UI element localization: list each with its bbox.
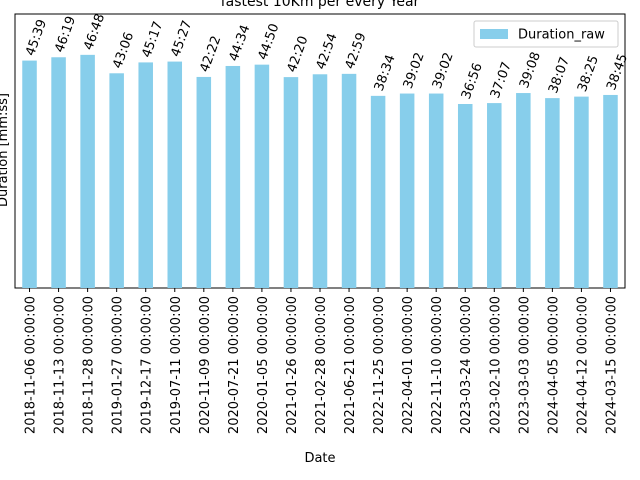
bar-value-label: 39:08 — [517, 50, 544, 90]
bar-value-label: 36:56 — [459, 61, 486, 101]
bar — [196, 76, 212, 288]
bar-value-label: 45:39 — [23, 18, 50, 58]
bar — [399, 93, 415, 288]
x-tick-label: 2024-04-12 00:00:00 — [575, 296, 590, 434]
x-tick-label: 2023-03-03 00:00:00 — [517, 296, 532, 434]
x-tick-label: 2018-11-28 00:00:00 — [82, 296, 97, 434]
legend-swatch — [480, 29, 508, 39]
x-axis-title: Date — [304, 451, 335, 466]
bar — [254, 64, 270, 288]
bar — [167, 61, 183, 289]
chart-title: fastest 10Km per every Year — [221, 0, 420, 10]
x-tick-label: 2019-07-11 00:00:00 — [169, 296, 184, 434]
bar — [109, 73, 124, 289]
x-tick-label: 2024-04-05 00:00:00 — [546, 296, 561, 434]
bar-value-label: 42:59 — [343, 31, 370, 71]
bar-value-label: 38:34 — [372, 53, 399, 93]
y-axis-title: Duration [mm:ss] — [0, 93, 11, 207]
x-tick-label: 2018-11-13 00:00:00 — [53, 296, 68, 434]
bar-value-label: 45:17 — [139, 19, 166, 59]
bar-value-label: 38:07 — [546, 55, 573, 95]
bar-value-label: 44:50 — [256, 22, 283, 62]
bars — [22, 54, 618, 289]
bar — [428, 93, 444, 288]
bar-value-label: 38:25 — [575, 54, 602, 94]
bar-value-label: 38:45 — [604, 52, 631, 92]
bar — [370, 95, 386, 288]
bar-value-label: 46:48 — [81, 12, 108, 52]
bar — [516, 93, 531, 288]
bar — [80, 54, 95, 289]
bar — [603, 94, 618, 288]
bar-value-label: 46:19 — [52, 14, 79, 54]
x-tick-label: 2021-01-26 00:00:00 — [285, 296, 300, 434]
x-tick-label: 2022-11-10 00:00:00 — [430, 296, 445, 434]
x-tick-label: 2018-11-06 00:00:00 — [24, 296, 39, 434]
legend-frame — [473, 20, 619, 48]
bar-value-label: 37:07 — [488, 60, 515, 100]
bar-value-label: 44:34 — [227, 23, 254, 63]
x-tick-label: 2019-01-27 00:00:00 — [111, 296, 126, 434]
bar-value-label: 43:06 — [110, 30, 137, 70]
bar — [545, 98, 560, 288]
x-tick-label: 2020-07-21 00:00:00 — [227, 296, 242, 434]
x-tick-label: 2021-06-21 00:00:00 — [343, 296, 358, 434]
x-tick-label: 2020-11-09 00:00:00 — [198, 296, 213, 434]
x-tick-label: 2023-03-24 00:00:00 — [459, 296, 474, 434]
x-tick-label: 2021-02-28 00:00:00 — [314, 296, 329, 434]
x-tick-label: 2020-01-05 00:00:00 — [256, 296, 271, 434]
x-tick-label: 2024-03-15 00:00:00 — [604, 296, 619, 434]
bar — [283, 77, 299, 288]
bar — [51, 57, 66, 288]
bar — [138, 62, 153, 289]
bar — [22, 60, 37, 288]
bar — [312, 74, 328, 288]
bar — [487, 103, 502, 288]
x-tick-label: 2019-12-17 00:00:00 — [140, 296, 155, 434]
legend-label: Duration_raw — [518, 28, 605, 43]
bar — [574, 96, 589, 289]
bar — [457, 104, 473, 288]
x-tick-label: 2023-02-10 00:00:00 — [488, 296, 503, 434]
bar-value-label: 42:22 — [197, 34, 224, 74]
bar-value-label: 42:54 — [314, 31, 341, 71]
bar-value-label: 42:20 — [285, 34, 312, 74]
bar-value-label: 39:02 — [430, 51, 457, 91]
bar-value-label: 45:27 — [168, 19, 195, 59]
bar — [225, 65, 241, 289]
x-axis-ticks: 2018-11-06 00:00:00 2018-11-13 00:00:00 20… — [24, 288, 619, 434]
bar-value-label: 39:02 — [401, 51, 428, 91]
legend: Duration_raw — [473, 20, 619, 48]
x-tick-label: 2022-11-25 00:00:00 — [372, 296, 387, 434]
bar — [341, 73, 357, 289]
x-tick-label: 2022-04-01 00:00:00 — [401, 296, 416, 434]
